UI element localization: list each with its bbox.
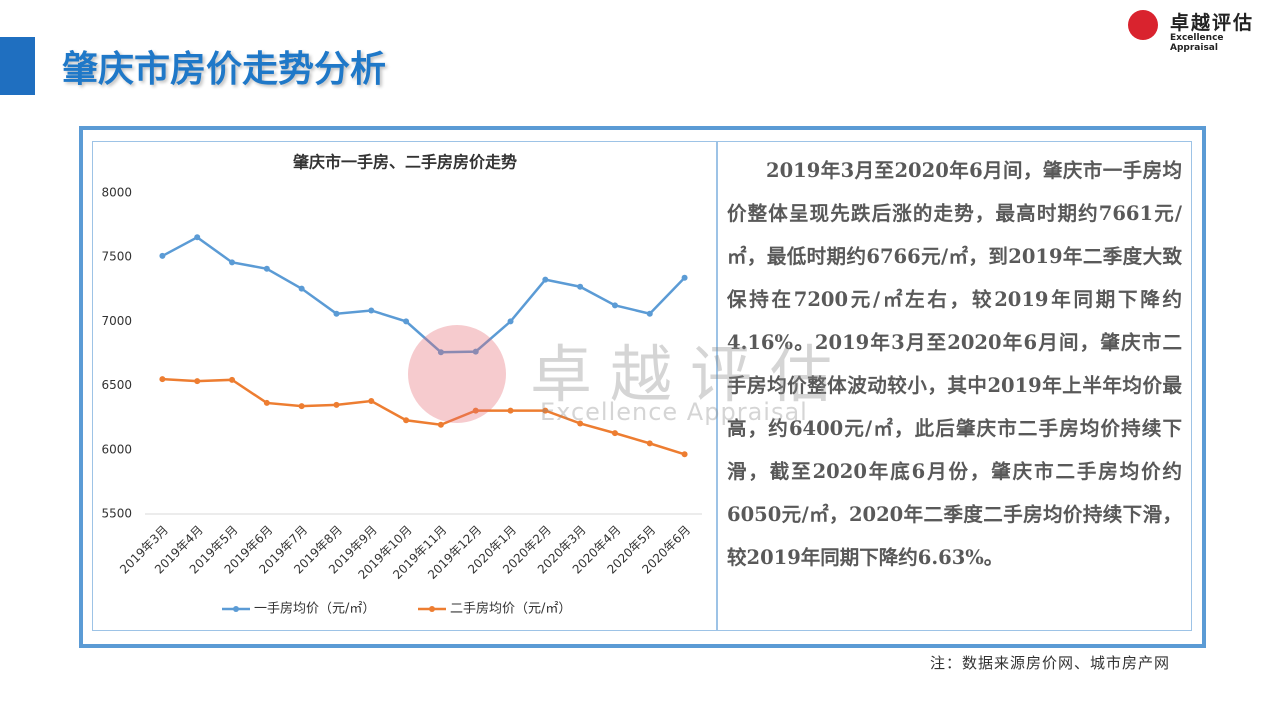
data-point — [333, 310, 340, 317]
y-tick-label: 6000 — [101, 442, 132, 456]
data-point — [507, 318, 514, 325]
slide-title: 肇庆市房价走势分析 — [62, 49, 387, 90]
logo: 卓越评估 Excellence Appraisal — [1128, 8, 1273, 53]
data-point — [403, 318, 410, 325]
legend-marker — [233, 606, 239, 612]
title-bar — [0, 37, 35, 95]
paragraph: 2019年3月至2020年6月间，肇庆市一手房均价整体呈现先跌后涨的走势，最高时… — [727, 159, 1182, 569]
data-point — [542, 276, 549, 283]
logo-mark — [1128, 10, 1158, 40]
data-point — [159, 376, 166, 383]
data-point — [646, 310, 653, 317]
data-point — [298, 285, 305, 292]
text-box — [717, 141, 1192, 631]
series-line — [162, 377, 685, 456]
data-point — [263, 399, 270, 406]
chart-box — [92, 141, 717, 631]
data-point — [437, 349, 444, 356]
data-point — [333, 401, 340, 408]
data-point — [298, 403, 305, 410]
legend-label: 二手房均价（元/㎡） — [450, 601, 571, 617]
y-tick-label: 5500 — [101, 507, 132, 521]
y-tick-label: 6500 — [101, 378, 132, 392]
data-point — [611, 302, 618, 309]
chart-title: 肇庆市一手房、二手房房价走势 — [292, 153, 517, 172]
series-line — [161, 235, 686, 354]
data-point — [194, 378, 201, 385]
y-tick-label: 8000 — [101, 186, 132, 200]
data-point — [368, 398, 375, 405]
data-point — [611, 430, 618, 437]
source-note: 注：数据来源房价网、城市房产网 — [930, 654, 1171, 672]
legend-label: 一手房均价（元/㎡） — [254, 601, 375, 617]
data-point — [507, 407, 514, 414]
data-point — [472, 407, 479, 414]
data-point — [229, 259, 236, 266]
data-point — [577, 283, 584, 290]
data-point — [646, 440, 653, 447]
y-tick-label: 7500 — [101, 250, 132, 264]
logo-subtitle: Excellence Appraisal — [1170, 33, 1224, 53]
data-point — [681, 451, 688, 458]
y-tick-label: 7000 — [101, 314, 132, 328]
data-point — [229, 376, 236, 383]
data-point — [472, 348, 479, 355]
logo-name: 卓越评估 — [1170, 12, 1255, 34]
data-point — [368, 307, 375, 314]
data-point — [681, 274, 688, 281]
data-point — [263, 265, 270, 272]
data-point — [437, 421, 444, 428]
data-point — [403, 417, 410, 424]
data-point — [159, 252, 166, 259]
data-point — [577, 420, 584, 427]
legend-marker — [429, 606, 435, 612]
content-frame — [79, 126, 1206, 648]
data-point — [194, 234, 201, 241]
data-point — [542, 407, 549, 414]
